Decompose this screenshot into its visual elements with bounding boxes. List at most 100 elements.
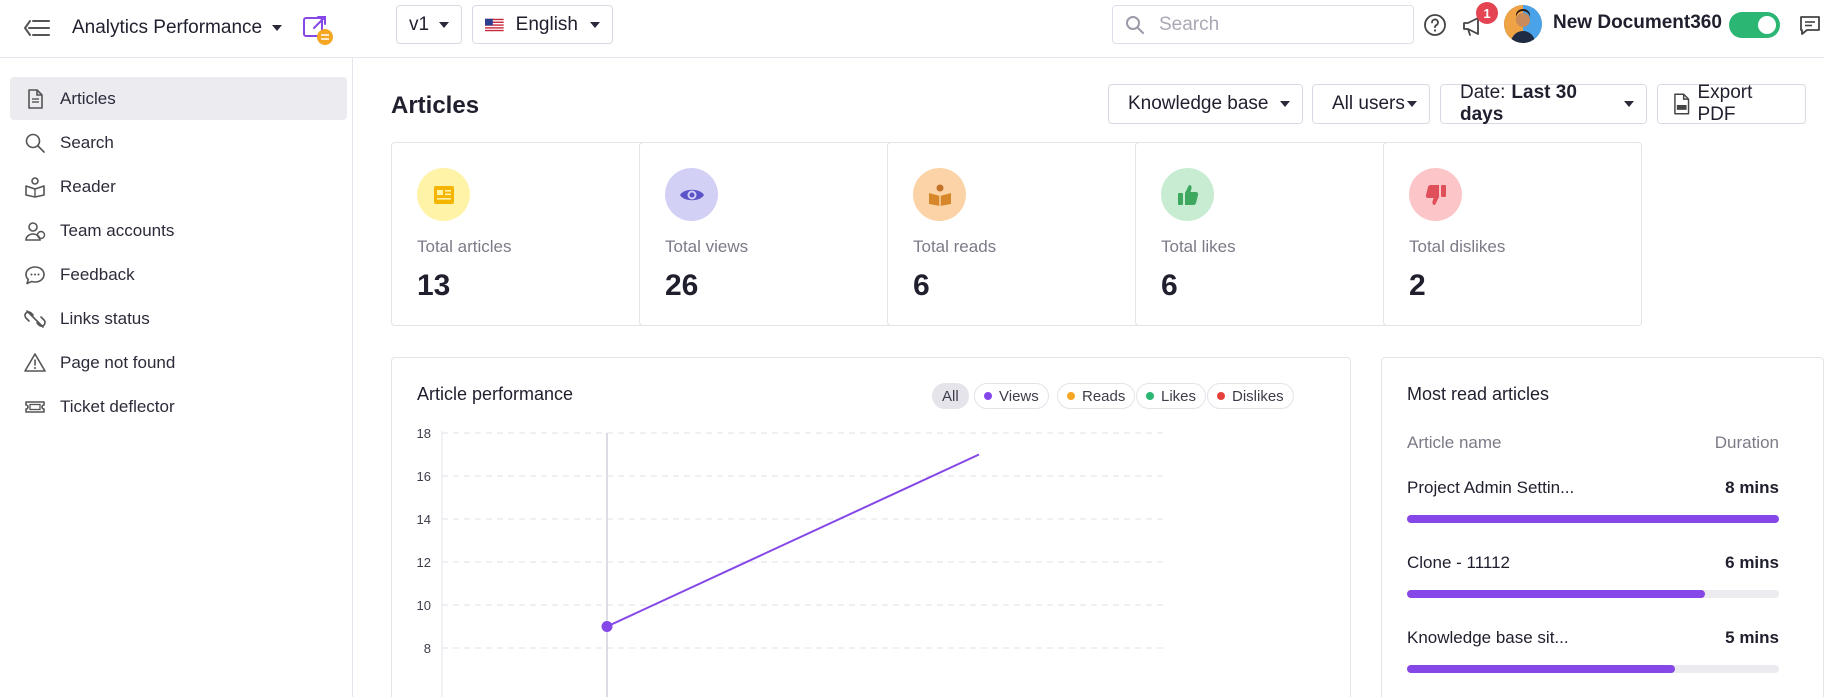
- sidebar-item-label: Team accounts: [60, 220, 175, 240]
- sidebar: Articles Search Reader Team accounts Fee…: [0, 58, 353, 697]
- sidebar-item-label: Page not found: [60, 352, 176, 372]
- stat-label: Total likes: [1161, 237, 1236, 256]
- y-tick-label: 10: [417, 598, 431, 613]
- article-duration: 6 mins: [1725, 553, 1779, 572]
- export-pdf-button[interactable]: Export PDF: [1657, 82, 1806, 125]
- article-performance-card: Article performance All Views Reads Like…: [391, 357, 1351, 697]
- chart-title: Article performance: [417, 384, 574, 404]
- stat-label: Total dislikes: [1409, 237, 1506, 256]
- chart-filter-all[interactable]: All: [932, 383, 969, 409]
- stat-card-total-likes: Total likes 6: [1135, 142, 1394, 326]
- version-label: v1: [409, 13, 430, 35]
- most-read-row[interactable]: Project Admin Settin... 8 mins: [1407, 478, 1779, 538]
- chevron-down-icon: [1624, 101, 1634, 107]
- pdf-icon: [1674, 93, 1690, 115]
- search-icon: [1126, 15, 1144, 34]
- y-tick-label: 18: [417, 428, 431, 441]
- chevron-down-icon: [590, 21, 600, 28]
- sidebar-item-links-status[interactable]: Links status: [10, 297, 347, 340]
- progress-track: [1407, 515, 1779, 523]
- y-tick-label: 8: [424, 641, 431, 656]
- most-read-row[interactable]: Clone - 11112 6 mins: [1407, 553, 1779, 613]
- project-name: Analytics Performance: [72, 17, 263, 38]
- progress-track: [1407, 665, 1779, 673]
- reader-icon: [25, 176, 45, 198]
- search-input[interactable]: [1159, 13, 1399, 36]
- stat-value: 2: [1409, 269, 1426, 302]
- date-filter-text: Date: Last 30 days: [1460, 82, 1624, 126]
- views-dot-icon: [984, 392, 992, 400]
- chevron-down-icon: [1280, 101, 1290, 107]
- sidebar-item-feedback[interactable]: Feedback: [10, 253, 347, 296]
- collapse-menu-icon[interactable]: [22, 13, 52, 43]
- article-duration: 8 mins: [1725, 478, 1779, 497]
- notification-badge: 1: [1476, 2, 1498, 24]
- language-dropdown[interactable]: English: [472, 5, 613, 44]
- broken-link-icon: [24, 309, 46, 328]
- date-filter[interactable]: Date: Last 30 days: [1440, 82, 1647, 126]
- filter-label: Knowledge base: [1128, 93, 1269, 114]
- document-icon: [28, 88, 43, 109]
- main-content: Articles Knowledge base All users Date: L…: [354, 58, 1824, 697]
- y-tick-label: 14: [417, 512, 431, 527]
- sidebar-item-page-not-found[interactable]: Page not found: [10, 341, 347, 384]
- sidebar-item-label: Links status: [60, 308, 150, 328]
- project-selector[interactable]: Analytics Performance: [72, 14, 283, 42]
- reader-book-icon: [913, 168, 966, 221]
- stat-card-total-dislikes: Total dislikes 2: [1383, 142, 1642, 326]
- team-icon: [25, 221, 46, 241]
- stat-label: Total views: [665, 237, 749, 256]
- progress-track: [1407, 590, 1779, 598]
- date-value: Last 30 days: [1460, 82, 1577, 125]
- filter-label: All users: [1332, 93, 1405, 114]
- search-box[interactable]: [1112, 5, 1414, 44]
- users-filter[interactable]: All users: [1312, 84, 1430, 124]
- stat-card-total-views: Total views 26: [639, 142, 898, 326]
- chart-filter-views[interactable]: Views: [974, 383, 1049, 409]
- article-name: Project Admin Settin...: [1407, 478, 1575, 497]
- article-duration: 5 mins: [1725, 628, 1779, 647]
- most-read-header: Article name Duration: [1407, 433, 1779, 453]
- article-name: Clone - 11112: [1407, 553, 1511, 572]
- project-switch-icon[interactable]: [300, 12, 334, 46]
- pill-label: Reads: [1082, 387, 1126, 405]
- article-name: Knowledge base sit...: [1407, 628, 1569, 647]
- stat-card-total-reads: Total reads 6: [887, 142, 1146, 326]
- sidebar-item-reader[interactable]: Reader: [10, 165, 347, 208]
- sidebar-item-label: Ticket deflector: [60, 396, 175, 416]
- pill-label: Dislikes: [1232, 387, 1284, 405]
- date-label: Date:: [1460, 82, 1506, 103]
- knowledge-base-filter[interactable]: Knowledge base: [1108, 84, 1303, 124]
- sidebar-item-ticket-deflector[interactable]: Ticket deflector: [10, 385, 347, 428]
- language-label: English: [515, 13, 578, 35]
- dislikes-dot-icon: [1217, 392, 1225, 400]
- chart-filter-dislikes[interactable]: Dislikes: [1207, 383, 1294, 409]
- sidebar-item-articles[interactable]: Articles: [10, 77, 347, 120]
- progress-fill: [1407, 665, 1675, 673]
- sidebar-item-team-accounts[interactable]: Team accounts: [10, 209, 347, 252]
- version-dropdown[interactable]: v1: [396, 5, 462, 44]
- reads-dot-icon: [1067, 392, 1075, 400]
- sidebar-item-search[interactable]: Search: [10, 121, 347, 164]
- announcement-icon[interactable]: [1460, 10, 1492, 40]
- site-toggle[interactable]: [1729, 12, 1780, 38]
- help-icon[interactable]: [1423, 13, 1447, 37]
- newspaper-icon: [417, 168, 470, 221]
- chart-filter-reads[interactable]: Reads: [1057, 383, 1136, 409]
- most-read-articles-card: Most read articles Article name Duration…: [1381, 357, 1824, 697]
- column-article-name: Article name: [1407, 433, 1502, 452]
- page-title: Articles: [391, 92, 480, 119]
- y-tick-label: 12: [417, 555, 431, 570]
- views-data-point: [601, 621, 613, 632]
- search-icon: [25, 133, 45, 153]
- stat-value: 6: [1161, 269, 1178, 302]
- chat-bubble-icon: [25, 265, 45, 284]
- pill-label: All: [942, 387, 959, 405]
- feedback-icon[interactable]: [1798, 13, 1822, 37]
- column-duration: Duration: [1714, 433, 1779, 452]
- chart-filter-likes[interactable]: Likes: [1136, 383, 1207, 409]
- avatar[interactable]: [1504, 5, 1542, 43]
- most-read-row[interactable]: Knowledge base sit... 5 mins: [1407, 628, 1779, 688]
- pill-label: Likes: [1161, 387, 1197, 405]
- top-bar: Analytics Performance v1 English 1 New D…: [0, 0, 1824, 58]
